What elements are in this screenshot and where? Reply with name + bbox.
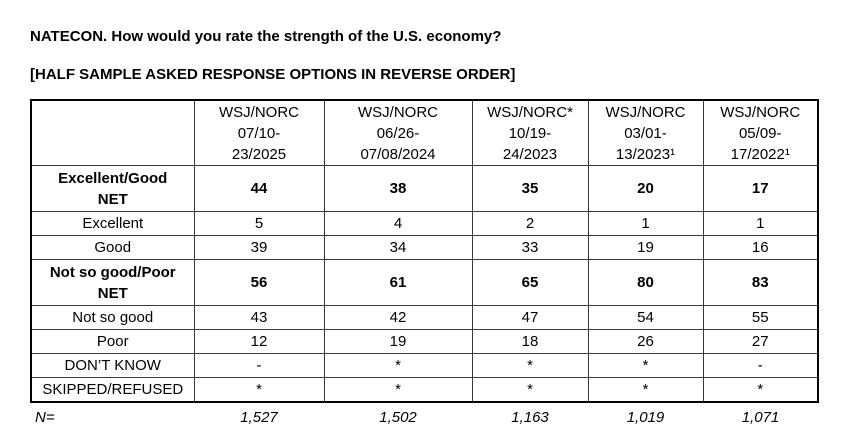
column-header-oct-2023: WSJ/NORC* 10/19- 24/2023 [471,99,589,166]
value-cell: 19 [587,235,704,260]
row-label: Excellent/Good NET [30,165,195,212]
value-cell: 18 [471,329,589,354]
row-label: Excellent [30,211,195,236]
value-cell: 42 [323,305,473,330]
value-cell: 20 [587,165,704,212]
table-row-excellent: Excellent 5 4 2 1 1 [30,211,819,236]
value-cell: 2 [471,211,589,236]
value-cell: - [702,353,819,378]
row-label: DON’T KNOW [30,353,195,378]
value-cell: 47 [471,305,589,330]
table-row-not-so-good: Not so good 43 42 47 54 55 [30,305,819,330]
value-cell: 33 [471,235,589,260]
value-cell: * [323,377,473,403]
value-cell: * [587,377,704,403]
value-cell: 35 [471,165,589,212]
value-cell: 54 [587,305,704,330]
table-row-not-so-good-poor-net: Not so good/Poor NET 56 61 65 80 83 [30,259,819,306]
sample-size-value: 1,071 [741,409,780,426]
value-cell: 55 [702,305,819,330]
value-cell: 56 [193,259,325,306]
value-cell: 27 [702,329,819,354]
value-cell: * [471,377,589,403]
table-row-good: Good 39 34 33 19 16 [30,235,819,260]
column-header-2025: WSJ/NORC 07/10- 23/2025 [193,99,325,166]
value-cell: 4 [323,211,473,236]
corner-cell [30,99,195,166]
value-cell: 38 [323,165,473,212]
value-cell: 34 [323,235,473,260]
value-cell: - [193,353,325,378]
row-label: Not so good [30,305,195,330]
row-label: Not so good/Poor NET [30,259,195,306]
row-label: Poor [30,329,195,354]
table-header-row: WSJ/NORC 07/10- 23/2025 WSJ/NORC 06/26- … [30,99,819,166]
value-cell: 26 [587,329,704,354]
value-cell: 5 [193,211,325,236]
value-cell: 43 [193,305,325,330]
column-header-mar-2023: WSJ/NORC 03/01- 13/2023¹ [587,99,704,166]
value-cell: 61 [323,259,473,306]
column-header-2024: WSJ/NORC 06/26- 07/08/2024 [323,99,473,166]
value-cell: 12 [193,329,325,354]
sample-size-row: N= 1,527 1,502 1,163 1,019 1,071 [30,408,819,428]
table-row-poor: Poor 12 19 18 26 27 [30,329,819,354]
value-cell: 1 [587,211,704,236]
value-cell: 39 [193,235,325,260]
value-cell: * [471,353,589,378]
table-row-skipped-refused: SKIPPED/REFUSED * * * * * [30,377,819,403]
table-row-excellent-good-net: Excellent/Good NET 44 38 35 20 17 [30,165,819,212]
value-cell: 65 [471,259,589,306]
value-cell: * [587,353,704,378]
value-cell: * [193,377,325,403]
question-title: NATECON. How would you rate the strength… [30,28,502,45]
row-label: SKIPPED/REFUSED [30,377,195,403]
n-label: N= [35,409,55,426]
value-cell: 83 [702,259,819,306]
value-cell: 19 [323,329,473,354]
value-cell: 80 [587,259,704,306]
value-cell: 17 [702,165,819,212]
column-header-2022: WSJ/NORC 05/09- 17/2022¹ [702,99,819,166]
results-table: WSJ/NORC 07/10- 23/2025 WSJ/NORC 06/26- … [30,99,819,403]
value-cell: 16 [702,235,819,260]
value-cell: 44 [193,165,325,212]
value-cell: * [323,353,473,378]
sample-size-value: 1,163 [511,409,549,426]
sample-size-value: 1,527 [240,409,278,426]
sample-size-value: 1,502 [379,409,417,426]
row-label: Good [30,235,195,260]
instruction-note: [HALF SAMPLE ASKED RESPONSE OPTIONS IN R… [30,66,516,83]
value-cell: * [702,377,819,403]
table-row-dont-know: DON’T KNOW - * * * - [30,353,819,378]
value-cell: 1 [702,211,819,236]
sample-size-value: 1,019 [626,409,665,426]
survey-document: NATECON. How would you rate the strength… [30,28,819,428]
